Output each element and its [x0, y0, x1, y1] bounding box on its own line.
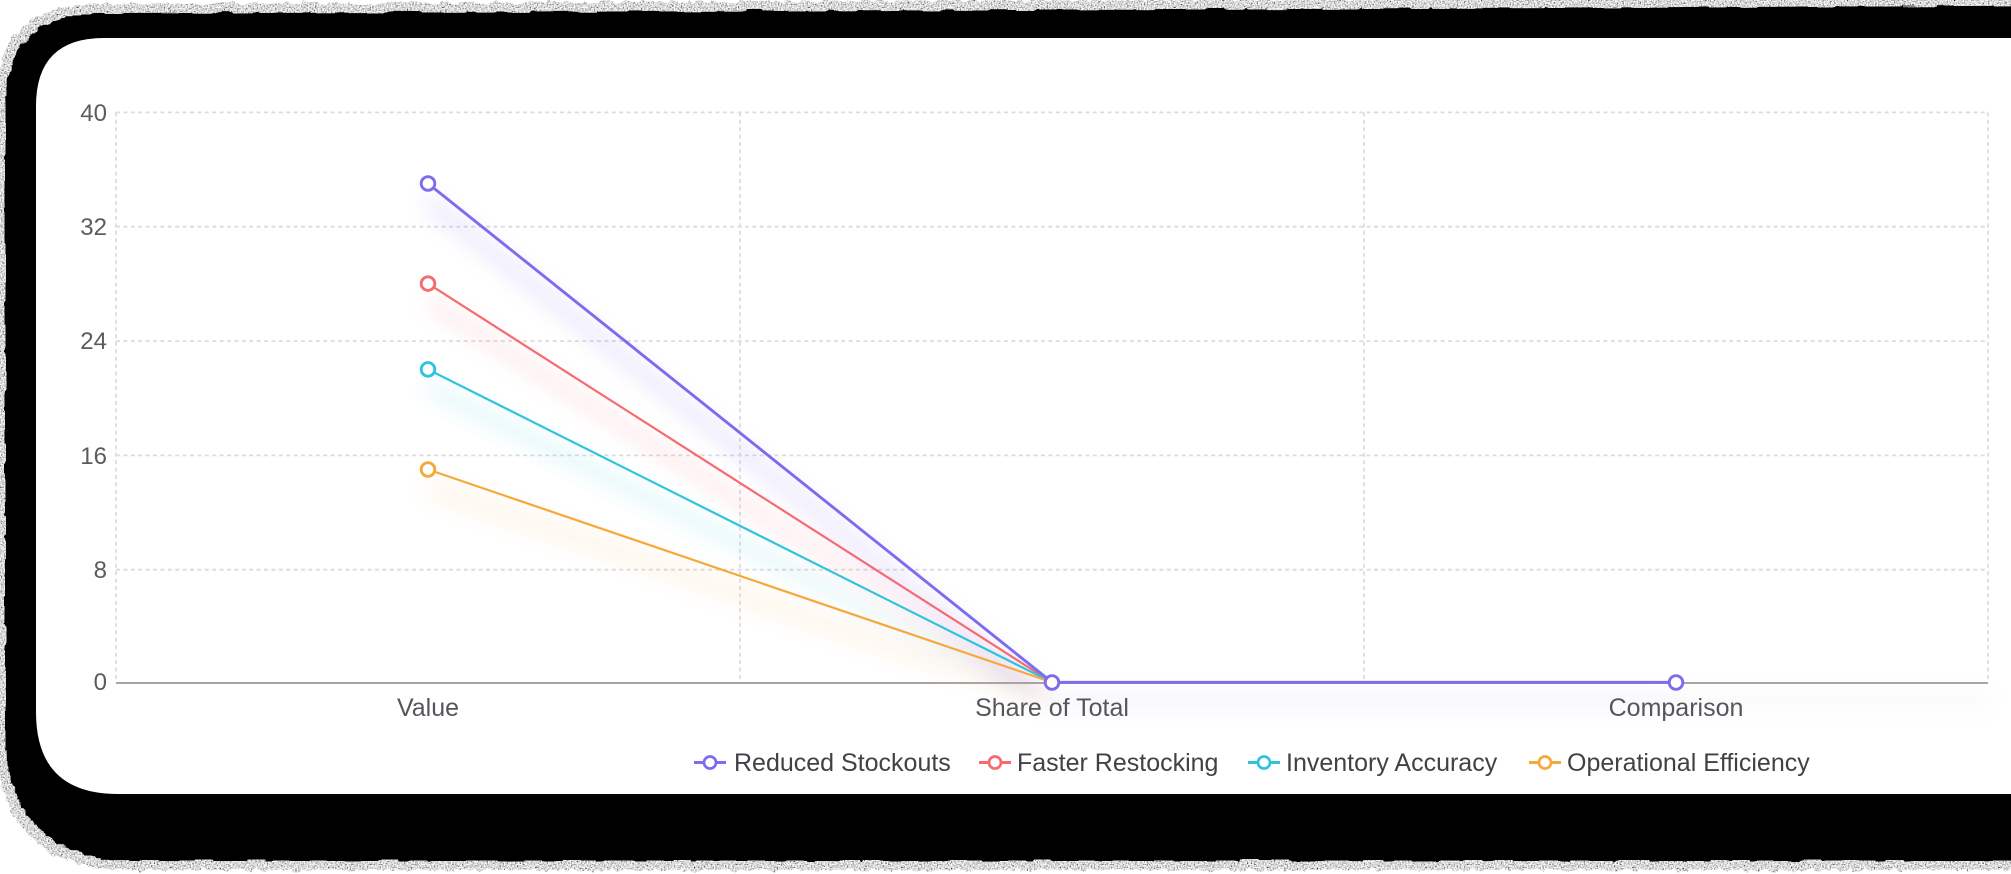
svg-text:0: 0 — [94, 669, 107, 696]
svg-text:8: 8 — [94, 557, 107, 584]
svg-text:40: 40 — [80, 100, 107, 127]
svg-text:Value: Value — [397, 694, 459, 722]
svg-text:Operational Efficiency: Operational Efficiency — [1567, 749, 1810, 777]
svg-text:Reduced Stockouts: Reduced Stockouts — [734, 749, 951, 777]
svg-text:Comparison: Comparison — [1609, 694, 1744, 722]
svg-text:24: 24 — [80, 328, 107, 355]
svg-text:16: 16 — [80, 443, 107, 470]
svg-text:Share of Total: Share of Total — [975, 694, 1129, 722]
svg-text:Inventory Accuracy: Inventory Accuracy — [1286, 749, 1498, 777]
svg-text:32: 32 — [80, 214, 107, 241]
svg-text:Faster Restocking: Faster Restocking — [1017, 749, 1218, 777]
